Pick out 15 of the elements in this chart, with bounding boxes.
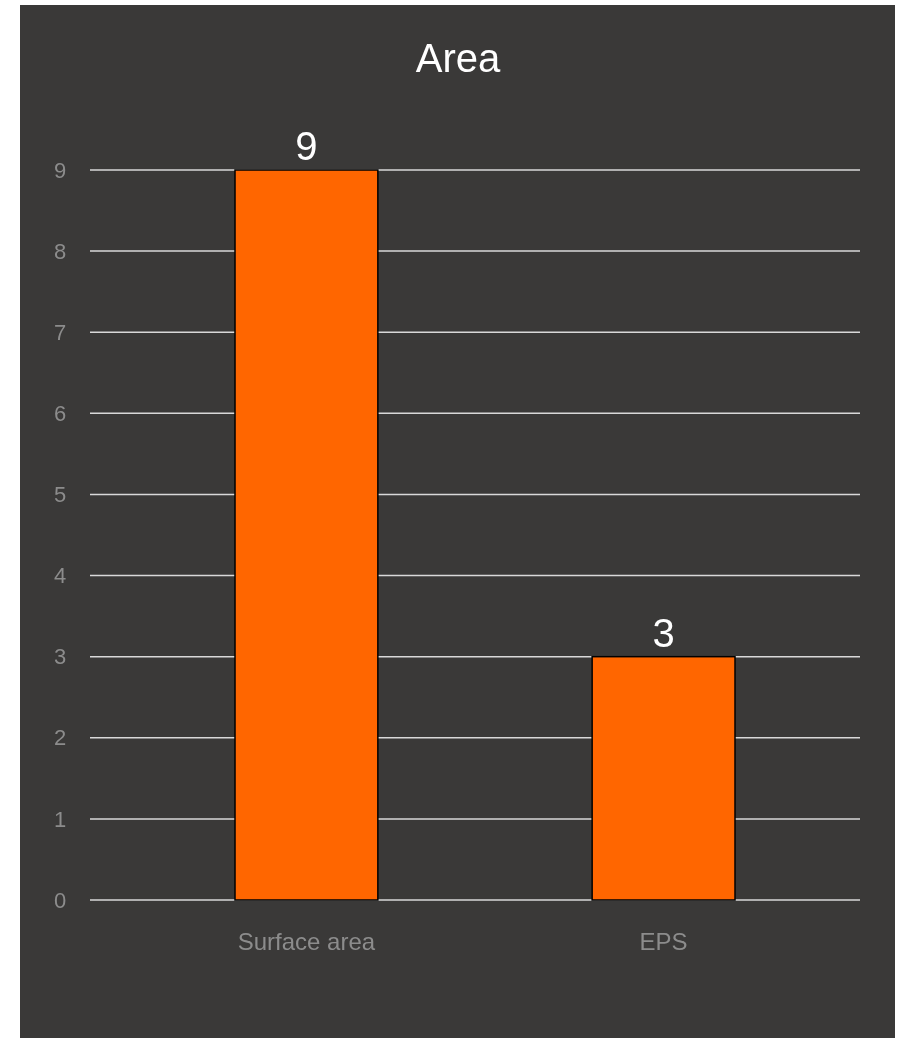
y-tick-label: 1 <box>53 806 67 832</box>
data-label: 3 <box>652 610 675 655</box>
y-tick-label: 2 <box>53 725 67 751</box>
y-tick-label: 7 <box>53 319 67 345</box>
y-tick-label: 5 <box>53 482 67 508</box>
y-tick-label: 8 <box>53 238 67 264</box>
y-tick-label: 4 <box>53 563 67 589</box>
y-tick-label: 6 <box>53 401 67 427</box>
x-tick-label: EPS <box>639 928 688 955</box>
y-tick-label: 9 <box>53 157 67 183</box>
data-label: 9 <box>295 124 318 168</box>
chart-title: Area <box>415 36 501 80</box>
y-tick-label: 3 <box>53 644 67 670</box>
x-tick-label: Surface area <box>237 928 376 955</box>
y-tick-label: 0 <box>53 887 67 913</box>
